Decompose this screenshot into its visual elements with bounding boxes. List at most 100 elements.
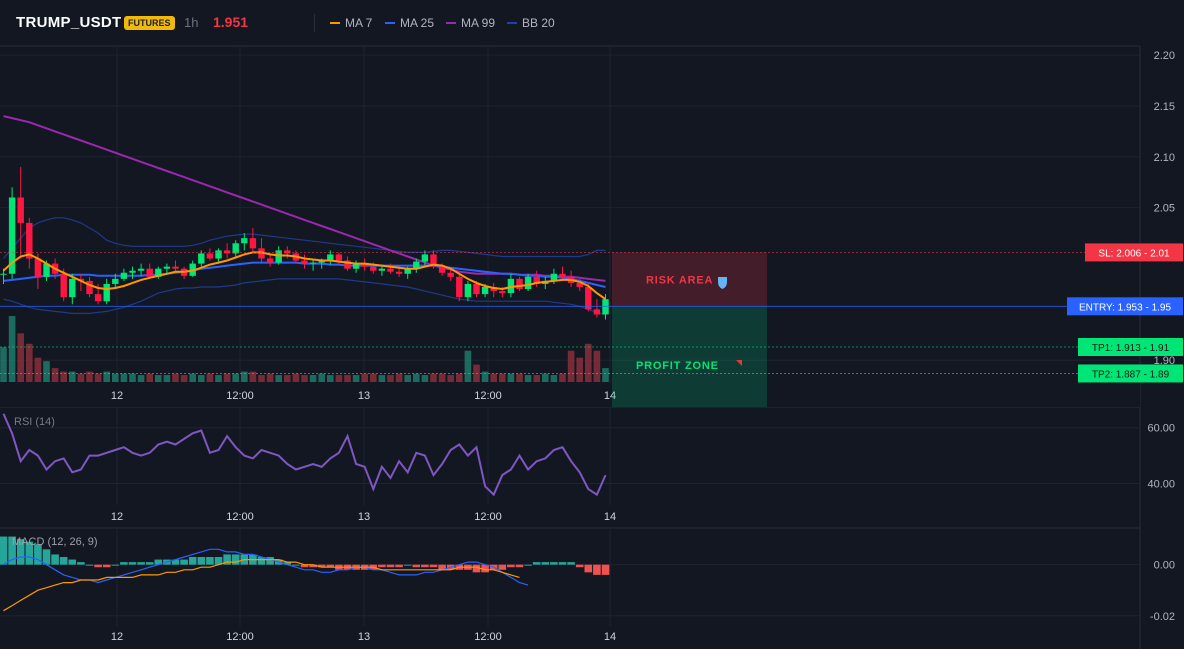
candle-body [8,197,16,274]
volume-bar [327,375,334,382]
macd-histogram-bar [309,564,317,568]
candle-body [344,260,351,269]
macd-histogram-bar [498,564,507,570]
volume-bar [266,373,274,382]
candle-body [387,268,394,272]
macd-signal-line [3,559,520,612]
current-price: 1.951 [213,14,249,30]
macd-histogram-bar [421,564,429,568]
candle-body [516,278,523,290]
macd-histogram-bar [257,557,266,565]
level-tag-text-tp2: TP2: 1.887 - 1.89 [1092,369,1170,380]
candle-body [60,273,67,298]
volume-bar [567,350,575,382]
macd-histogram-bar [34,544,42,565]
macd-histogram-bar [214,557,223,565]
candle-body [593,309,601,315]
macd-histogram-bar [558,562,567,565]
candle-body [473,283,480,295]
volume-bar [206,373,214,382]
level-axis-value-tp2: - 1.89 [1141,369,1170,380]
macd-histogram-bar [266,557,274,565]
macd-histogram-bar [378,564,386,568]
candle-body [34,258,42,277]
macd-tick-label: 0.00 [1154,560,1175,572]
candle-body [524,276,532,290]
level-label-tp1: TP1: 1.913 [1092,343,1141,354]
volume-bar [0,347,7,382]
candle-body [284,250,291,254]
volume-bar [8,316,16,382]
macd-histogram-bar [283,562,292,565]
level-label-tp2: TP2: 1.887 [1092,369,1141,380]
volume-bar [198,375,205,382]
price-x-tick: 14 [604,390,616,402]
rocket-icon [736,360,742,366]
candle-body [17,197,24,223]
candle-body [301,260,308,264]
volume-bar [602,368,609,382]
candle-body [507,278,515,294]
level-tag-sl [1085,243,1183,262]
volume-bar [232,373,239,382]
macd-histogram-bar [472,564,481,573]
volume-bar [395,373,403,382]
candle-body [352,263,360,269]
volume-bar [223,373,231,382]
timeframe-selector[interactable]: 1h [184,15,199,30]
volume-bar [103,371,110,382]
legend-ma25[interactable]: MA 25 [385,16,434,30]
candle-body [129,270,136,273]
legend-ma99[interactable]: MA 99 [446,16,495,30]
volume-bar [146,373,153,382]
legend-swatch-ma99 [446,22,456,24]
candle-body [172,266,179,269]
volume-bar [430,373,437,382]
legend-label-ma99: MA 99 [461,16,496,30]
profit-zone-axis-overlay [612,383,767,407]
rsi-x-tick: 12:00 [226,511,254,523]
volume-bar [438,373,446,382]
macd-histogram-bar [145,562,154,565]
volume-bar [370,373,377,382]
price-x-axis-bg [0,383,1140,407]
candle-body [43,263,50,277]
symbol-name[interactable]: TRUMP_USDT [16,14,122,31]
volume-bar [550,375,558,382]
legend-ma7[interactable]: MA 7 [330,16,372,30]
rsi-tick-label: 40.00 [1147,478,1175,490]
candle-body [318,260,325,263]
price-x-tick: 13 [358,390,370,402]
volume-bar [26,343,33,382]
candle-body [335,254,343,261]
macd-histogram-bar [8,536,16,565]
volume-bar [275,375,282,382]
volume-bar [60,371,67,382]
level-label-sl: SL: 2.006 [1098,248,1141,259]
volume-bar [542,373,549,382]
volume-bar [447,375,454,382]
macd-histogram-bar [601,564,610,575]
price-tick-label: 2.05 [1154,203,1175,215]
candle-body [86,280,93,295]
macd-histogram-bar [102,564,111,568]
shield-icon [718,277,727,289]
candle-body [146,268,153,277]
macd-histogram-bar [59,557,68,565]
macd-histogram-bar [481,564,489,573]
macd-histogram-bar [395,564,403,568]
volume-bar [309,375,317,382]
legend-bb20[interactable]: BB 20 [507,16,555,30]
candle-body [137,268,145,271]
volume-bar [378,375,386,382]
macd-histogram-bar [128,562,137,565]
macd-histogram-bar [386,564,395,568]
level-tag-text-tp1: TP1: 1.913 - 1.91 [1092,343,1170,354]
volume-bar [180,375,188,382]
rsi-title: RSI (14) [14,416,55,428]
candle-body [258,248,265,259]
volume-bar [69,371,76,382]
candle-body [421,254,429,262]
volume-bar [585,343,592,382]
